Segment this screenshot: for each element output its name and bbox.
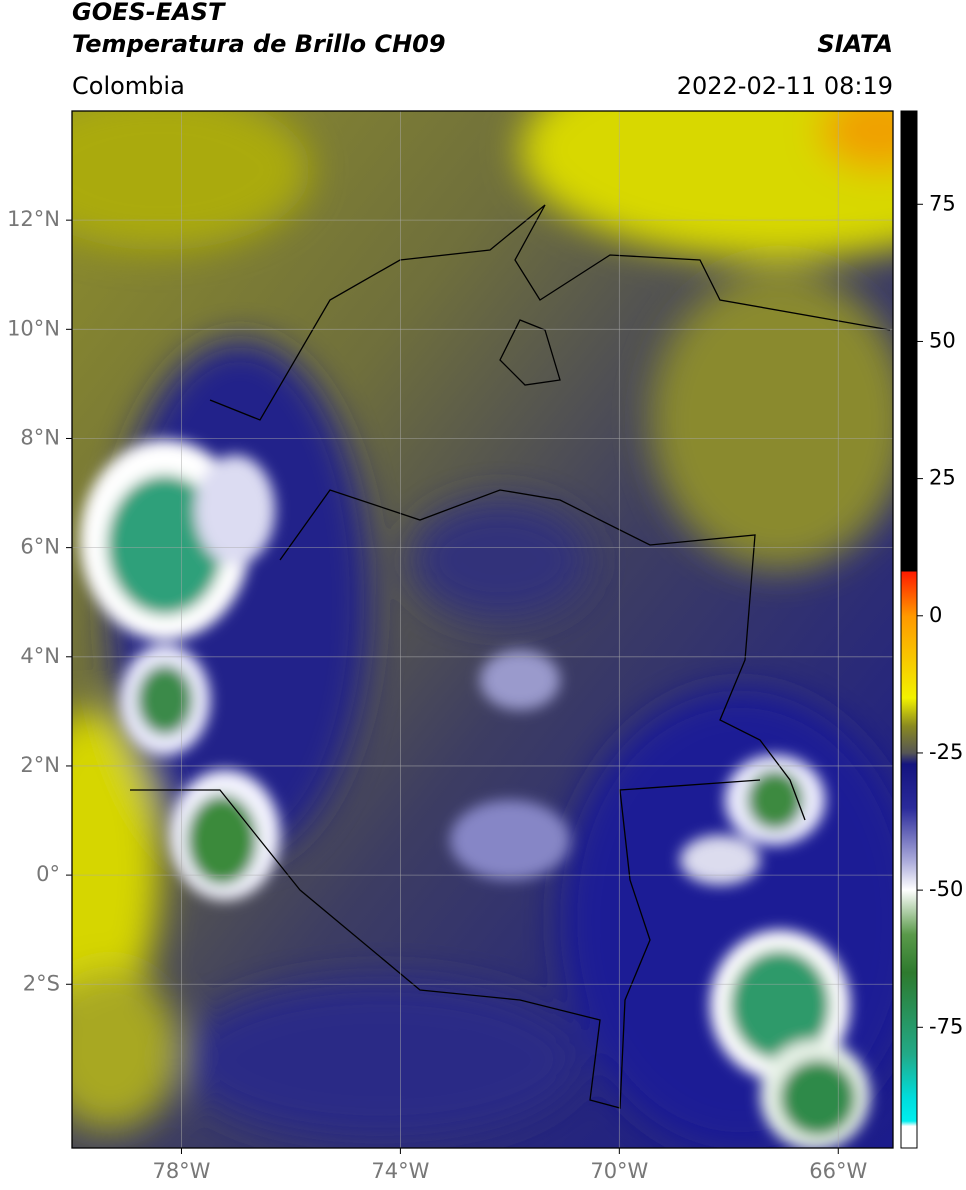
colorbar-tick-label: -25 [929, 740, 963, 764]
y-tick-label: 2°S [23, 971, 60, 995]
x-tick-label: 74°W [371, 1159, 429, 1183]
y-tick-label: 8°N [20, 425, 60, 449]
y-tick-label: 2°N [20, 753, 60, 777]
colorbar-tick-label: 50 [929, 328, 956, 352]
y-tick-label: 6°N [20, 535, 60, 559]
colorbar-tick-label: 25 [929, 466, 956, 490]
map-frame [71, 110, 894, 1149]
colorbar-tick-label: 0 [929, 603, 942, 627]
colorbar [900, 110, 918, 1149]
source: SIATA [817, 30, 893, 58]
datetime: 2022-02-11 08:19 [677, 72, 893, 100]
colorbar-tick-label: -75 [929, 1014, 963, 1038]
y-tick-label: 12°N [7, 207, 60, 231]
subtitle: Temperatura de Brillo CH09 [72, 30, 446, 58]
region: Colombia [72, 72, 185, 100]
x-tick-label: 78°W [152, 1159, 210, 1183]
y-tick-label: 0° [36, 862, 60, 886]
satellite-image [72, 111, 893, 1148]
title: GOES-EAST [72, 0, 226, 26]
grid [72, 111, 893, 1148]
y-tick-label: 4°N [20, 644, 60, 668]
y-tick-label: 10°N [7, 316, 60, 340]
colorbar-tick-label: 75 [929, 191, 956, 215]
colorbar-tick-label: -50 [929, 877, 963, 901]
x-tick-label: 70°W [590, 1159, 648, 1183]
x-tick-label: 66°W [809, 1159, 867, 1183]
